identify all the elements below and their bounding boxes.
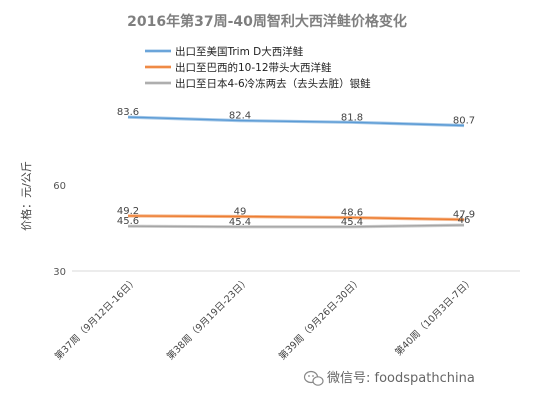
legend-label: 出口至巴西的10-12带头大西洋鲑 [175, 61, 332, 74]
watermark: 微信号: foodspathchina [303, 370, 475, 386]
x-tick-label: 第37周（9月12日-16日） [52, 275, 140, 363]
data-label: 49.2 [117, 206, 139, 217]
plot-area: 30 60 第37周（9月12日-16日） 第38周（9月19日-23日） 第39周（9… [52, 107, 520, 362]
x-tick-label: 第39周（9月26日-30日） [276, 275, 364, 363]
data-label: 80.7 [453, 115, 475, 126]
series-line [127, 215, 465, 221]
wechat-icon [303, 370, 324, 386]
legend-label: 出口至日本4-6冷冻两去（去头去脏）银鲑 [175, 77, 371, 90]
y-tick-label: 30 [53, 267, 66, 278]
data-label: 83.6 [117, 107, 139, 118]
data-label: 49 [234, 206, 247, 217]
legend-label: 出口至美国Trim D大西洋鲑 [175, 45, 304, 58]
data-label: 82.4 [229, 111, 251, 122]
data-label: 47.9 [453, 210, 475, 221]
data-label: 46 [458, 215, 471, 226]
series-line [127, 116, 465, 127]
data-label: 45.4 [341, 217, 363, 228]
y-tick-label: 60 [53, 181, 66, 192]
chart-title: 2016年第37周-40周智利大西洋鲑价格变化 [127, 13, 407, 30]
legend: 出口至美国Trim D大西洋鲑出口至巴西的10-12带头大西洋鲑出口至日本4-6… [145, 45, 371, 90]
data-label: 48.6 [341, 208, 363, 219]
x-tick-label: 第40周（10月3日-7日） [393, 275, 477, 359]
watermark-text: 微信号: foodspathchina [327, 371, 475, 386]
y-axis-label: 价格：元/公斤 [19, 161, 33, 231]
x-tick-label: 第38周（9月19日-23日） [164, 275, 252, 363]
series-line [127, 224, 465, 228]
data-label: 81.8 [341, 112, 363, 123]
data-label: 45.6 [117, 216, 139, 227]
data-label: 45.4 [229, 217, 251, 228]
